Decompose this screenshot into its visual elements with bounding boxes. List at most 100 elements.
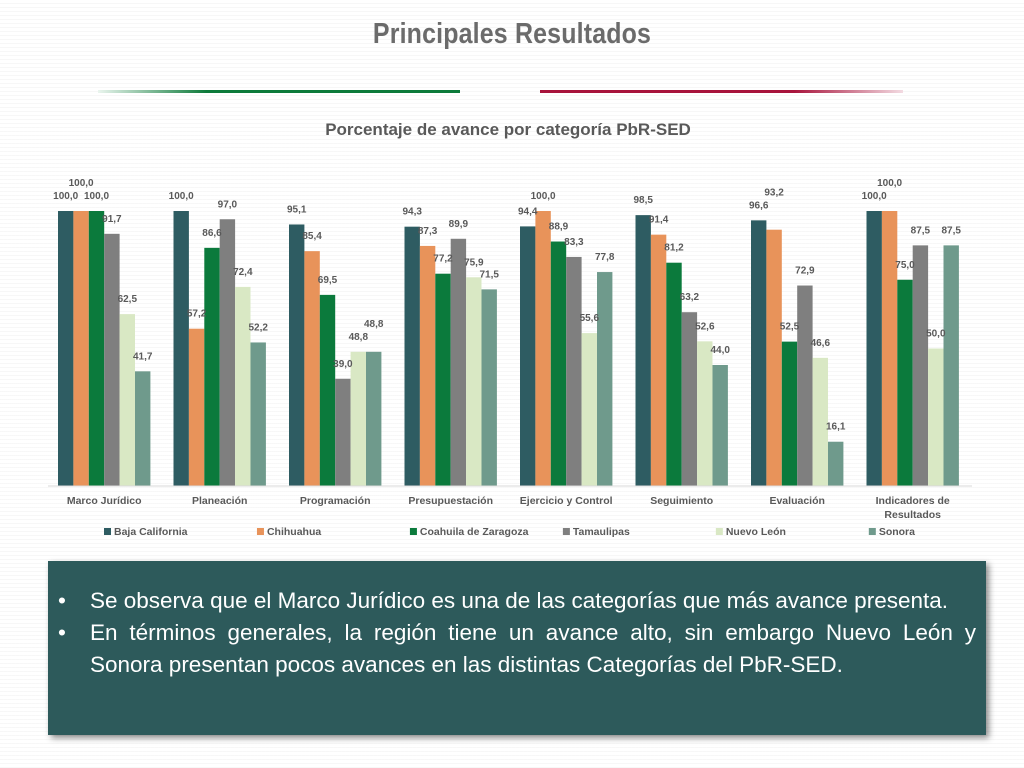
bar [135, 371, 151, 486]
x-axis: Marco Jurídico Planeación Programación Pres… [48, 485, 972, 521]
data-label: 86,6 [202, 228, 222, 239]
data-label: 88,9 [549, 222, 569, 233]
data-label: 87,3 [418, 226, 438, 237]
bar [881, 211, 898, 486]
bar [104, 233, 120, 486]
data-label: 71,5 [479, 269, 499, 280]
bars-layer [58, 211, 959, 487]
legend-swatch [104, 528, 111, 535]
bar [466, 277, 482, 486]
title-rule-red [540, 90, 903, 93]
summary-list: • Se observa que el Marco Jurídico es un… [58, 585, 976, 681]
legend-label: Baja California [114, 526, 188, 538]
bar [597, 272, 613, 486]
data-label: 94,3 [402, 207, 422, 218]
bar [335, 378, 351, 486]
data-label: 77,2 [433, 254, 453, 265]
data-label: 93,2 [764, 187, 784, 198]
bar [912, 245, 929, 486]
bar [666, 262, 682, 486]
bar [697, 341, 713, 486]
data-label: 69,5 [318, 275, 338, 286]
data-label: 96,6 [749, 200, 769, 211]
data-label: 100,0 [531, 191, 556, 202]
data-label: 39,0 [333, 359, 353, 370]
data-label: 97,0 [218, 199, 238, 210]
data-label: 100,0 [169, 191, 194, 202]
data-label: 48,8 [364, 319, 384, 330]
data-label: 100,0 [862, 191, 887, 202]
bar [635, 215, 651, 486]
data-label: 75,0 [895, 260, 915, 271]
legend-swatch [562, 528, 570, 535]
bar [828, 441, 844, 486]
summary-text: Se observa que el Marco Jurídico es una … [90, 588, 948, 613]
bar [58, 211, 74, 486]
bullet-icon: • [58, 620, 66, 645]
data-label: 98,5 [633, 195, 653, 206]
bar [520, 226, 536, 486]
bar [712, 365, 728, 486]
bar [73, 211, 89, 486]
x-tick-label: Evaluación [769, 495, 824, 507]
bullet-icon: • [58, 588, 66, 613]
data-label: 95,1 [287, 204, 307, 215]
bar [204, 247, 220, 486]
bar [566, 256, 582, 486]
data-label: 100,0 [84, 191, 109, 202]
bar [766, 229, 782, 486]
title-rule-green [98, 90, 460, 93]
data-label: 55,6 [580, 313, 600, 324]
bar [350, 351, 366, 486]
data-label: 85,4 [302, 231, 322, 242]
data-label: 52,2 [248, 322, 268, 333]
bar [119, 314, 135, 486]
bar [319, 294, 336, 486]
bar [450, 238, 467, 486]
bar [581, 333, 597, 486]
data-label: 57,2 [187, 309, 207, 320]
slide-title: Principales Resultados [372, 18, 652, 50]
legend-swatch [868, 528, 876, 535]
bar [928, 348, 944, 486]
bar [751, 220, 767, 486]
summary-text: En términos generales, la región tiene u… [90, 620, 976, 677]
x-tick-label: Indicadores de Resultados [876, 495, 950, 521]
bar [812, 357, 828, 486]
legend: Baja California Chihuahua Coahuila de Zara… [104, 526, 915, 538]
data-label: 48,8 [349, 332, 369, 343]
x-tick-label: Planeación [192, 495, 247, 507]
data-label: 46,6 [811, 338, 831, 349]
data-label: 91,4 [649, 215, 669, 226]
bar [535, 211, 551, 486]
legend-label: Coahuila de Zaragoza [420, 526, 529, 538]
x-tick-label: Seguimiento [650, 495, 713, 507]
bar [681, 312, 698, 486]
summary-box: • Se observa que el Marco Jurídico es un… [48, 561, 986, 735]
bar [481, 289, 497, 486]
x-tick-label: Marco Jurídico [67, 495, 142, 507]
legend-swatch [409, 528, 417, 535]
bar [188, 328, 205, 486]
summary-item: • Se observa que el Marco Jurídico es un… [58, 585, 976, 617]
data-label: 72,9 [795, 266, 815, 277]
data-label: 81,2 [664, 243, 684, 254]
bar [304, 251, 320, 486]
data-label: 62,5 [118, 294, 138, 305]
bar [366, 351, 382, 486]
data-label: 89,9 [449, 219, 469, 230]
data-labels-layer: 100,0 100,0 100,0 91,7 62,5 41,7 100,0 57,2 86,6… [53, 178, 961, 433]
data-label: 87,5 [911, 225, 931, 236]
data-label: 44,0 [710, 345, 730, 356]
data-label: 91,7 [102, 214, 122, 225]
data-label: 100,0 [877, 178, 902, 189]
legend-label: Nuevo León [726, 526, 786, 538]
bar [781, 341, 798, 486]
legend-label: Tamaulipas [573, 526, 630, 538]
bar [866, 211, 882, 486]
bar-chart: Porcentaje de avance por categoría PbR-S… [48, 120, 972, 538]
legend-swatch [715, 528, 723, 535]
x-tick-label: Programación [300, 495, 371, 507]
data-label: 75,9 [464, 257, 484, 268]
legend-label: Chihuahua [267, 526, 321, 538]
